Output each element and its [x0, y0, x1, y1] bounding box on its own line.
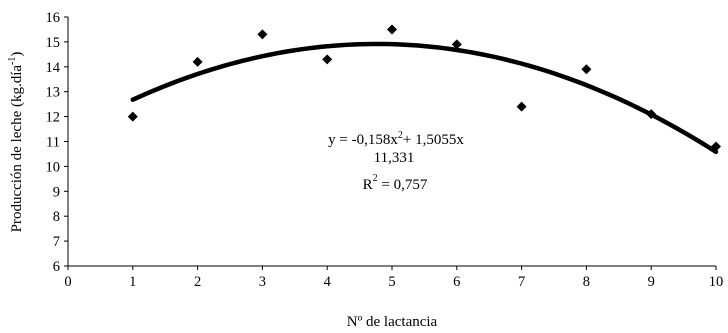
x-tick-label: 4	[324, 274, 332, 290]
y-tick-label: 12	[46, 110, 61, 126]
r-squared: R2 = 0,757	[363, 173, 428, 193]
equation-line-1: y = -0,158x2+ 1,5055x	[328, 130, 464, 148]
y-tick-label: 8	[53, 209, 60, 225]
data-point-diamond	[451, 39, 462, 50]
y-tick-label: 9	[53, 184, 60, 200]
y-tick-label: 10	[46, 159, 61, 175]
y-tick-label: 13	[46, 85, 61, 101]
data-point-diamond	[192, 56, 203, 67]
y-tick-label: 7	[53, 234, 60, 250]
data-point-diamond	[646, 109, 657, 120]
y-tick-label: 14	[46, 60, 61, 76]
x-tick-label: 0	[64, 274, 71, 290]
data-point-diamond	[127, 111, 138, 122]
x-ticks: 0 1 2 3 4 5 6 7 8 9 10	[64, 266, 723, 290]
data-point-diamond	[322, 54, 333, 65]
x-tick-label: 8	[583, 274, 590, 290]
data-point-diamond	[387, 24, 397, 35]
y-ticks: 6 7 8 9 10 11 12 13 14 15 16	[46, 10, 68, 275]
x-axis-label: Nº de lactancia	[347, 314, 438, 330]
y-tick-label: 6	[53, 259, 60, 275]
y-tick-label: 11	[46, 135, 60, 151]
data-points	[127, 24, 721, 152]
x-tick-label: 9	[648, 274, 655, 290]
x-tick-label: 1	[129, 274, 136, 290]
equation-line-2: 11,331	[374, 150, 415, 166]
data-point-diamond	[516, 101, 527, 112]
x-tick-label: 2	[194, 274, 201, 290]
y-axis-label: Producción de leche (kg.día-1)	[7, 52, 25, 233]
x-tick-label: 7	[518, 274, 525, 290]
x-tick-label: 5	[388, 274, 395, 290]
y-tick-label: 16	[46, 10, 61, 26]
x-tick-label: 10	[709, 274, 724, 290]
data-point-diamond	[711, 141, 721, 152]
trendline	[130, 41, 719, 155]
x-tick-label: 3	[259, 274, 266, 290]
data-point-diamond	[581, 64, 592, 75]
data-point-diamond	[257, 29, 268, 40]
y-tick-label: 15	[46, 35, 61, 51]
x-tick-label: 6	[453, 274, 460, 290]
